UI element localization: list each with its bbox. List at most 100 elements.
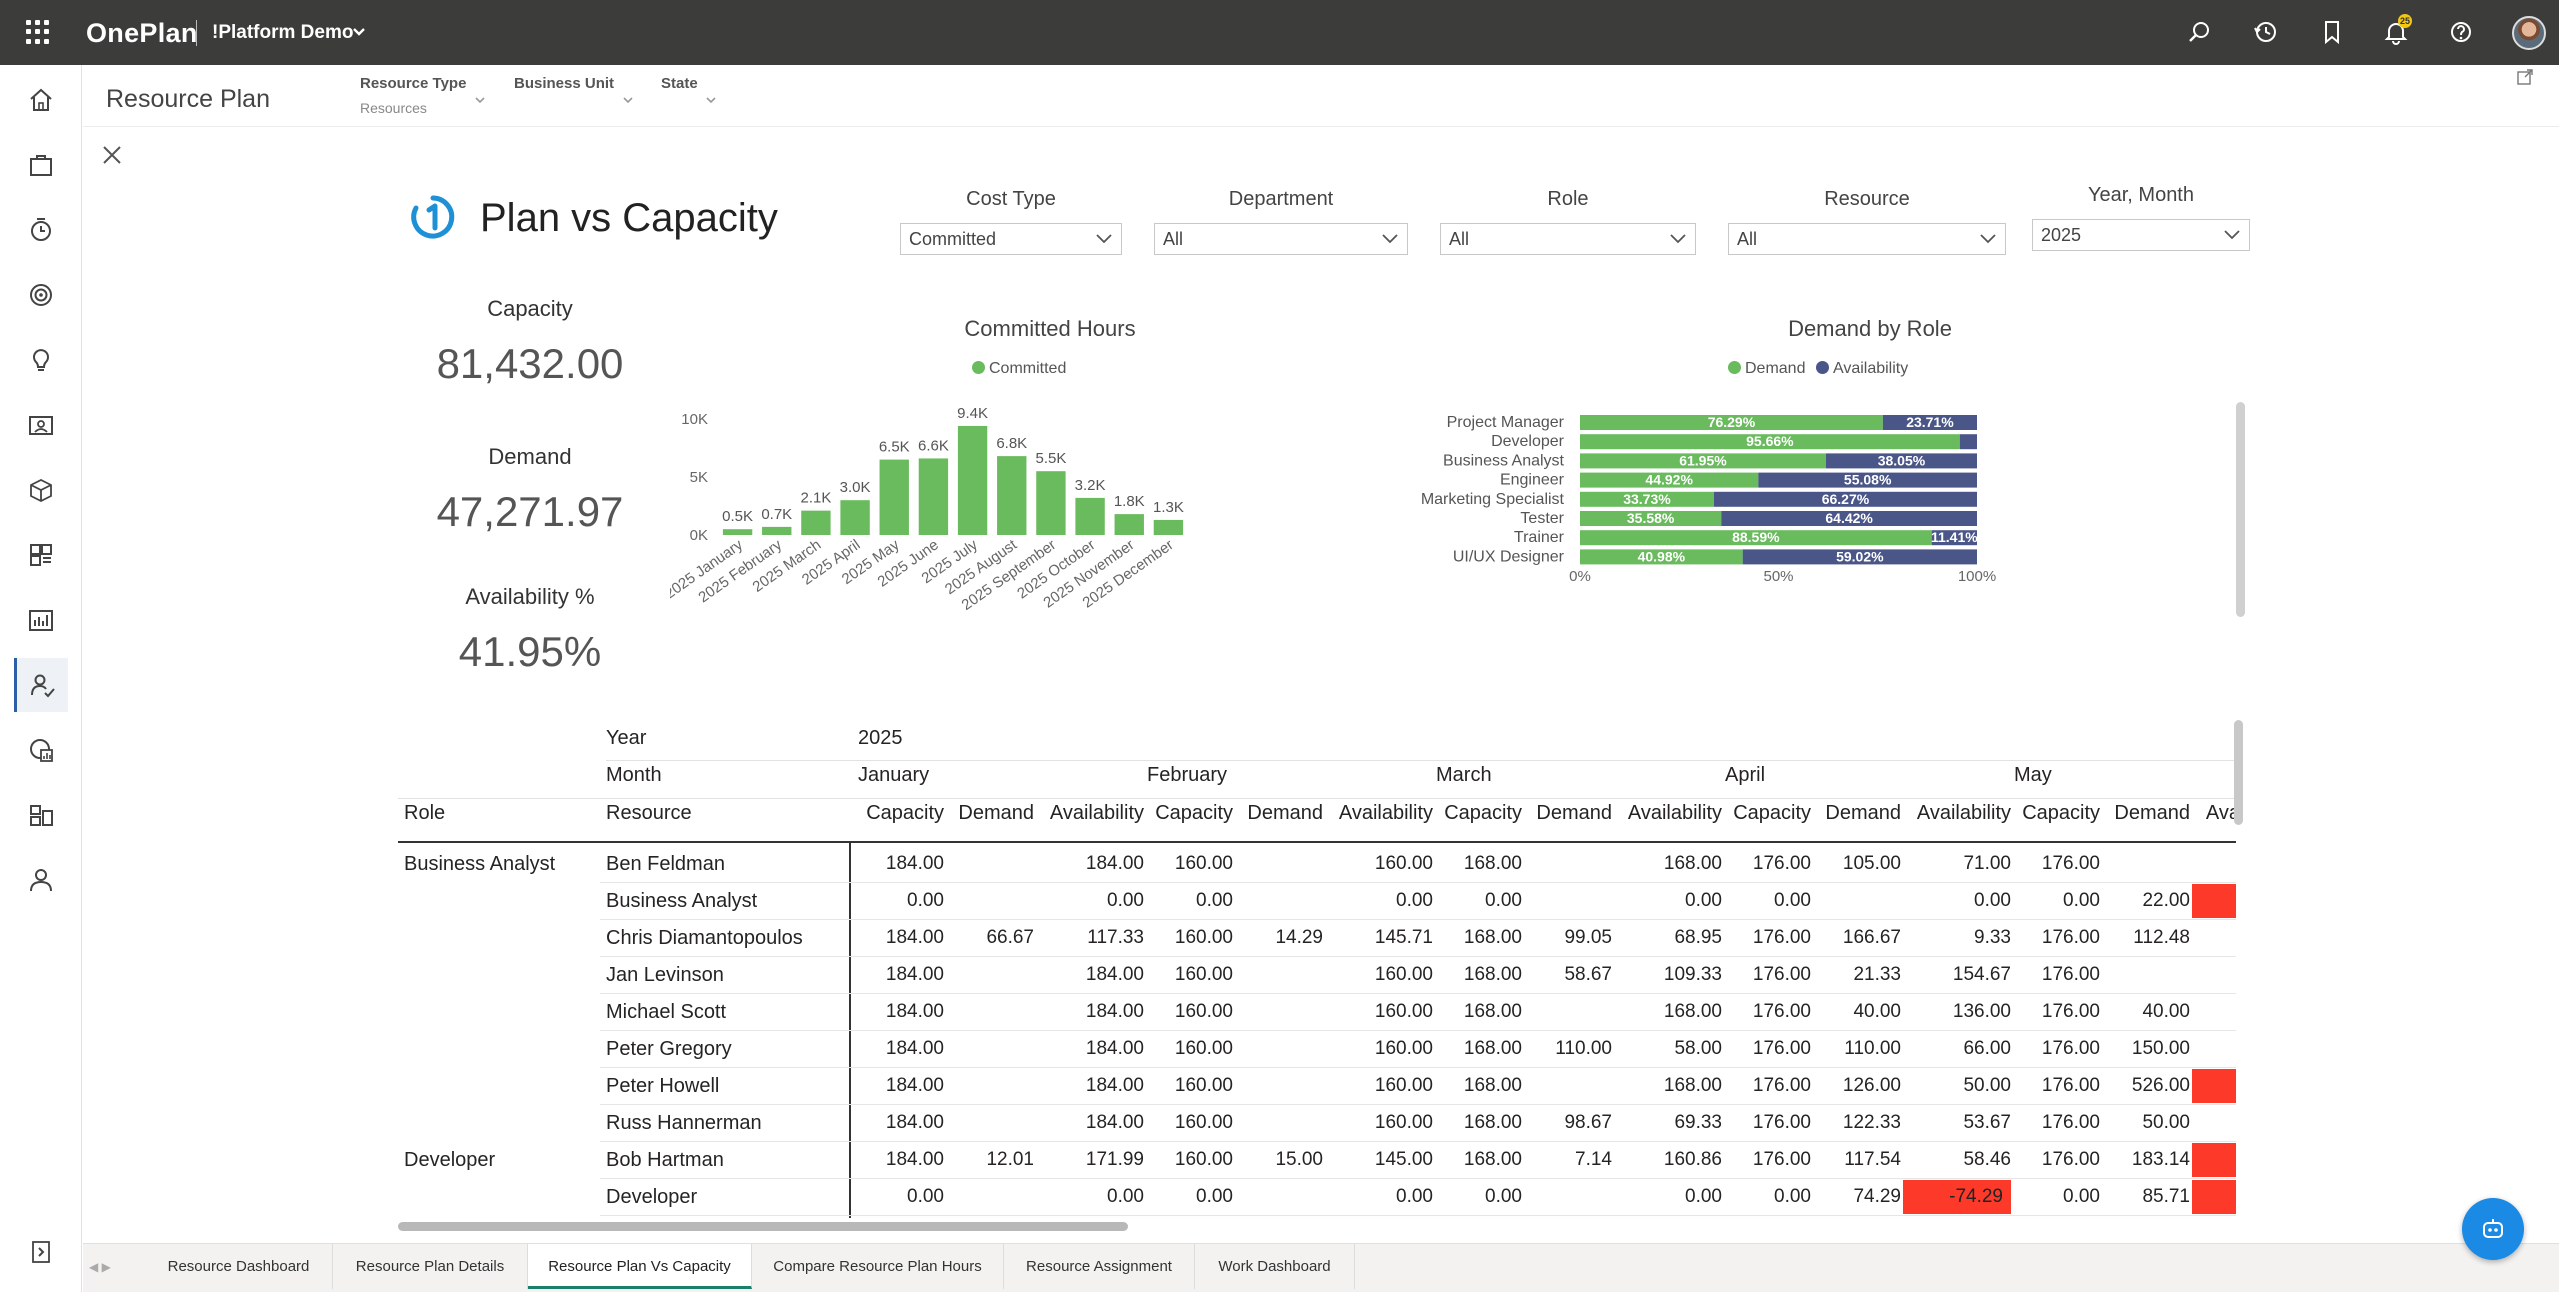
bar[interactable]: [762, 526, 792, 535]
value-cell[interactable]: 176.00: [2041, 1112, 2100, 1133]
value-cell[interactable]: 184.00: [1085, 1075, 1144, 1096]
value-cell[interactable]: 117.33: [1087, 927, 1144, 948]
measure-column-header[interactable]: Availability: [1338, 802, 1433, 824]
value-cell[interactable]: 22.00: [2142, 890, 2190, 911]
user-avatar[interactable]: [2512, 16, 2546, 50]
resource-cell[interactable]: Jan Levinson: [606, 964, 724, 986]
value-cell[interactable]: 105.00: [1842, 853, 1901, 874]
stacked-bar-segment[interactable]: [1721, 511, 1977, 526]
value-cell[interactable]: 136.00: [1952, 1001, 2011, 1022]
help-icon[interactable]: [2447, 18, 2475, 46]
value-cell[interactable]: 0.00: [1974, 890, 2011, 911]
dashboard-icon[interactable]: [14, 528, 68, 582]
stacked-bar-segment[interactable]: [1580, 549, 1743, 565]
value-cell[interactable]: 0.00: [1396, 890, 1433, 911]
bar[interactable]: [1153, 519, 1184, 535]
close-icon[interactable]: [100, 143, 124, 167]
negative-value-cell[interactable]: [2192, 884, 2236, 918]
chart-scrollbar[interactable]: [2236, 402, 2245, 617]
value-cell[interactable]: 68.95: [1674, 927, 1722, 948]
value-cell[interactable]: 168.00: [1463, 1149, 1522, 1170]
value-cell[interactable]: 184.00: [885, 853, 944, 874]
value-cell[interactable]: 14.29: [1275, 927, 1323, 948]
value-cell[interactable]: 160.00: [1374, 1038, 1433, 1059]
value-cell[interactable]: 526.00: [2131, 1075, 2190, 1096]
value-cell[interactable]: 58.67: [1564, 964, 1612, 985]
measure-column-header[interactable]: Demand: [1536, 802, 1612, 824]
chevron-down-icon[interactable]: [352, 27, 366, 37]
value-cell[interactable]: 176.00: [1752, 1038, 1811, 1059]
value-cell[interactable]: 145.00: [1374, 1149, 1433, 1170]
value-cell[interactable]: 110.00: [1844, 1038, 1901, 1059]
value-cell[interactable]: 168.00: [1463, 853, 1522, 874]
package-icon[interactable]: [14, 463, 68, 517]
value-cell[interactable]: 160.00: [1174, 927, 1233, 948]
role-column-header[interactable]: Role: [404, 802, 446, 824]
value-cell[interactable]: 74.29: [1853, 1186, 1901, 1207]
value-cell[interactable]: 0.00: [907, 890, 944, 911]
bar[interactable]: [840, 500, 870, 535]
value-cell[interactable]: 40.00: [2142, 1001, 2190, 1022]
value-cell[interactable]: 184.00: [1085, 853, 1144, 874]
history-icon[interactable]: [2252, 18, 2280, 46]
value-cell[interactable]: 184.00: [1085, 1038, 1144, 1059]
value-cell[interactable]: 160.00: [1374, 1112, 1433, 1133]
bar[interactable]: [1075, 497, 1105, 535]
resource-cell[interactable]: Russ Hannerman: [606, 1112, 762, 1134]
value-cell[interactable]: 99.05: [1564, 927, 1612, 948]
value-cell[interactable]: 0.00: [1107, 1186, 1144, 1207]
value-cell[interactable]: 160.00: [1374, 1001, 1433, 1022]
business-unit-filter[interactable]: Business Unit: [514, 75, 633, 104]
value-cell[interactable]: 184.00: [1085, 1001, 1144, 1022]
value-cell[interactable]: 176.00: [2041, 1038, 2100, 1059]
chevron-down-icon[interactable]: [1381, 233, 1399, 245]
value-cell[interactable]: 184.00: [885, 1001, 944, 1022]
analytics-icon[interactable]: [14, 723, 68, 777]
value-cell[interactable]: 160.00: [1174, 1112, 1233, 1133]
chevron-down-icon[interactable]: [1979, 233, 1997, 245]
value-cell[interactable]: 0.00: [1107, 890, 1144, 911]
tab-resource-plan-details[interactable]: Resource Plan Details: [333, 1244, 528, 1289]
tab-scroll-arrows-icon[interactable]: ◀ ▶: [89, 1260, 111, 1274]
value-cell[interactable]: 69.33: [1674, 1112, 1722, 1133]
value-cell[interactable]: 66.67: [986, 927, 1034, 948]
role-cell[interactable]: Business Analyst: [404, 853, 556, 875]
stacked-bar-segment[interactable]: [1580, 453, 1826, 469]
resource-slicer[interactable]: Resource All: [1728, 188, 2006, 255]
value-cell[interactable]: 7.14: [1575, 1149, 1612, 1170]
stacked-bar-segment[interactable]: [1758, 472, 1977, 488]
environment-name[interactable]: !Platform Demo: [212, 22, 354, 43]
value-cell[interactable]: 0.00: [1396, 1186, 1433, 1207]
month-header[interactable]: April: [1725, 764, 1766, 786]
value-cell[interactable]: 0.00: [907, 1186, 944, 1207]
stacked-bar-segment[interactable]: [1580, 415, 1883, 430]
role-cell[interactable]: Developer: [404, 1149, 496, 1171]
slicer-dropdown[interactable]: All: [1728, 223, 2006, 255]
measure-column-header[interactable]: Availability: [2205, 802, 2236, 824]
stacked-bar-segment[interactable]: [1713, 491, 1977, 507]
value-cell[interactable]: 168.00: [1463, 1075, 1522, 1096]
slicer-dropdown[interactable]: All: [1440, 223, 1696, 255]
measure-column-header[interactable]: Capacity: [2022, 802, 2100, 824]
value-cell[interactable]: 168.00: [1463, 927, 1522, 948]
chevron-down-icon[interactable]: [1095, 233, 1113, 245]
measure-column-header[interactable]: Demand: [958, 802, 1034, 824]
value-cell[interactable]: 112.48: [2133, 927, 2190, 948]
value-cell[interactable]: 168.00: [1463, 1112, 1522, 1133]
resource-cell[interactable]: Peter Howell: [606, 1075, 720, 1097]
measure-column-header[interactable]: Demand: [2114, 802, 2190, 824]
value-cell[interactable]: 168.00: [1463, 1038, 1522, 1059]
value-cell[interactable]: 0.00: [1685, 890, 1722, 911]
stacked-bar-segment[interactable]: [1580, 434, 1960, 450]
negative-value-cell[interactable]: -74.29: [1903, 1180, 2011, 1214]
resource-column-header[interactable]: Resource: [606, 802, 692, 824]
org-structure-icon[interactable]: [14, 788, 68, 842]
value-cell[interactable]: 126.00: [1842, 1075, 1901, 1096]
measure-column-header[interactable]: Demand: [1825, 802, 1901, 824]
value-cell[interactable]: 184.00: [885, 1149, 944, 1170]
measure-column-header[interactable]: Capacity: [1733, 802, 1811, 824]
resource-cell[interactable]: Developer: [606, 1186, 698, 1208]
measure-column-header[interactable]: Capacity: [1444, 802, 1522, 824]
stacked-bar-segment[interactable]: [1580, 491, 1714, 507]
department-slicer[interactable]: Department All: [1154, 188, 1408, 255]
